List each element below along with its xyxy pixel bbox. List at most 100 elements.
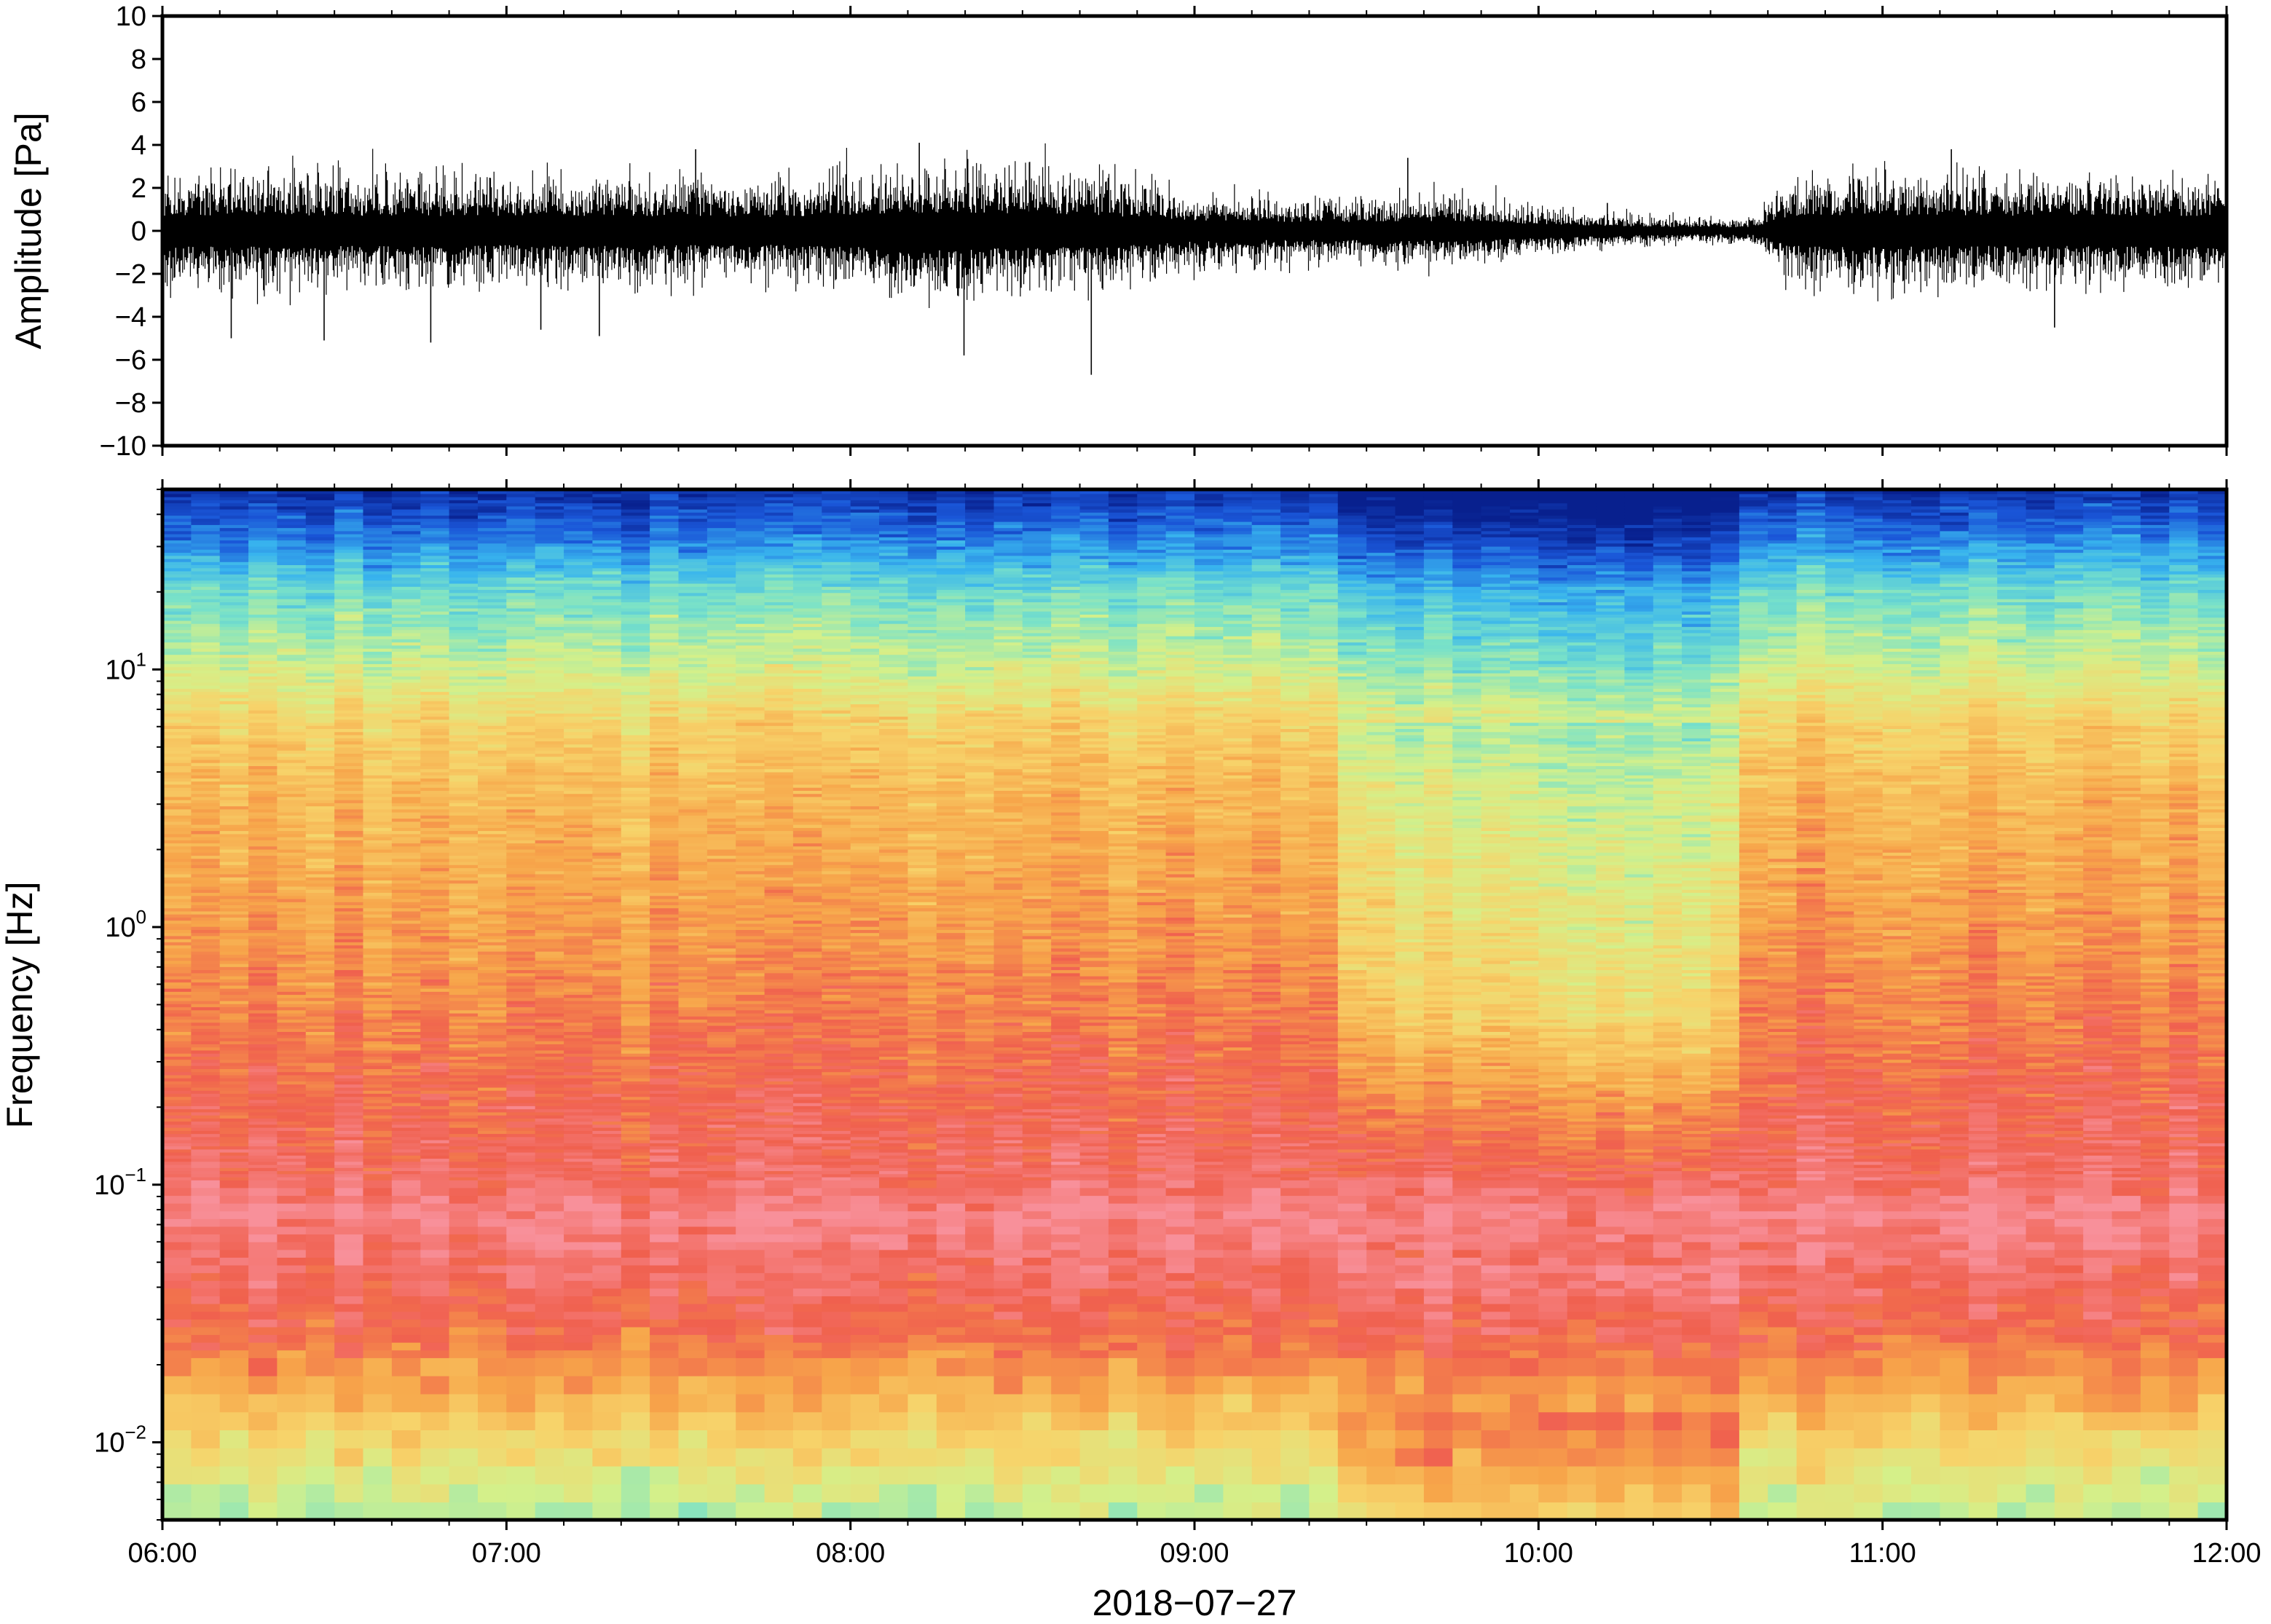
spectrogram-cell — [506, 920, 536, 924]
spectrogram-cell — [219, 722, 249, 726]
spectrogram-cell — [506, 691, 536, 695]
spectrogram-cell — [191, 1009, 221, 1014]
spectrogram-cell — [277, 1234, 307, 1242]
spectrogram-cell — [162, 803, 192, 807]
spectrogram-cell — [248, 843, 278, 847]
spectrogram-cell — [219, 966, 249, 971]
spectrogram-cell — [678, 493, 708, 497]
spectrogram-cell — [535, 1296, 564, 1304]
spectrogram-cell — [420, 1034, 450, 1038]
spectrogram-cell — [162, 1139, 192, 1143]
spectrogram-cell — [449, 1056, 479, 1060]
spectrogram-cell — [449, 790, 479, 795]
spectrogram-cell — [564, 719, 594, 723]
spectrogram-cell — [506, 1031, 536, 1036]
spectrogram-cell — [277, 530, 307, 535]
spectrogram-cell — [592, 555, 622, 559]
spectrogram-cell — [678, 602, 708, 606]
spectrogram-cell — [650, 1218, 680, 1227]
spectrogram-cell — [191, 935, 221, 939]
spectrogram-cell — [420, 778, 450, 782]
spectrogram-cell — [305, 861, 335, 865]
spectrogram-cell — [305, 1272, 335, 1281]
spectrogram-cell — [191, 1161, 221, 1165]
spectrogram-cell — [219, 845, 249, 850]
spectrogram-cell — [191, 1176, 221, 1180]
spectrogram-cell — [678, 1049, 708, 1054]
spectrogram-cell — [277, 703, 307, 708]
spectrogram-cell — [535, 512, 564, 516]
spectrogram-cell — [449, 1031, 479, 1036]
spectrogram-cell — [391, 1089, 422, 1094]
spectrogram-cell — [621, 892, 650, 896]
spectrogram-cell — [334, 505, 364, 510]
spectrogram-cell — [535, 1133, 564, 1138]
spectrogram-cell — [449, 663, 479, 668]
spectrogram-cell — [391, 811, 422, 816]
spectrogram-cell — [678, 583, 708, 587]
spectrogram-cell — [162, 960, 192, 964]
spectrogram-cell — [506, 682, 536, 686]
spectrogram-cell — [478, 682, 508, 686]
spectrogram-cell — [305, 564, 335, 569]
spectrogram-cell — [334, 1019, 364, 1023]
spectrogram-cell — [678, 521, 708, 525]
spectrogram-cell — [678, 642, 708, 646]
spectrogram-cell — [592, 942, 622, 946]
spectrogram-cell — [478, 651, 508, 655]
spectrogram-cell — [305, 1006, 335, 1011]
spectrogram-cell — [248, 607, 278, 612]
spectrogram-cell — [191, 1124, 221, 1128]
spectrogram-cell — [391, 753, 422, 757]
spectrogram-cell — [678, 852, 708, 856]
spectrogram-cell — [650, 1341, 680, 1351]
spectrogram-cell — [506, 518, 536, 522]
spectrogram-cell — [650, 1084, 680, 1088]
spectrogram-cell — [162, 1249, 192, 1258]
spectrogram-cell — [592, 1502, 622, 1521]
spectrogram-cell — [535, 1326, 564, 1336]
spectrogram-cell — [305, 1089, 335, 1094]
spectrogram-cell — [334, 1375, 364, 1395]
spectrogram-cell — [363, 1311, 393, 1320]
spectrogram-cell — [564, 808, 594, 813]
spectrogram-cell — [564, 907, 594, 912]
spectrogram-cell — [191, 1170, 221, 1175]
spectrogram-cell — [535, 843, 564, 847]
spectrogram-cell — [678, 691, 708, 695]
spectrogram-cell — [219, 799, 249, 803]
spectrogram-cell — [535, 502, 564, 507]
spectrogram-cell — [506, 719, 536, 723]
spectrogram-cell — [621, 803, 650, 807]
spectrogram-cell — [449, 840, 479, 844]
spectrogram-cell — [162, 1031, 192, 1036]
spectrogram-cell — [621, 635, 650, 639]
spectrogram-cell — [334, 988, 364, 992]
spectrogram-cell — [305, 1099, 335, 1103]
spectrogram-cell — [535, 1341, 564, 1351]
spectrogram-cell — [162, 734, 192, 738]
spectrogram-cell — [506, 830, 536, 835]
spectrogram-cell — [650, 512, 680, 516]
spectrogram-cell — [219, 960, 249, 964]
spectrogram-cell — [449, 521, 479, 525]
spectrogram-cell — [191, 602, 221, 606]
spectrogram-cell — [535, 886, 564, 890]
spectrogram-cell — [363, 1034, 393, 1038]
spectrogram-cell — [191, 530, 221, 535]
spectrogram-cell — [162, 1016, 192, 1020]
spectrogram-cell — [420, 1234, 450, 1242]
spectrogram-cell — [592, 679, 622, 683]
spectrogram-cell — [420, 527, 450, 532]
spectrogram-cell — [305, 703, 335, 708]
spectrogram-cell — [564, 923, 594, 927]
spectrogram-cell — [334, 1288, 364, 1296]
spectrogram-cell — [621, 824, 650, 828]
spectrogram-cell — [277, 1288, 307, 1296]
spectrogram-cell — [191, 790, 221, 795]
spectrogram-cell — [248, 1124, 278, 1128]
spectrogram-cell — [334, 725, 364, 729]
spectrogram-cell — [391, 527, 422, 532]
spectrogram-cell — [650, 586, 680, 590]
